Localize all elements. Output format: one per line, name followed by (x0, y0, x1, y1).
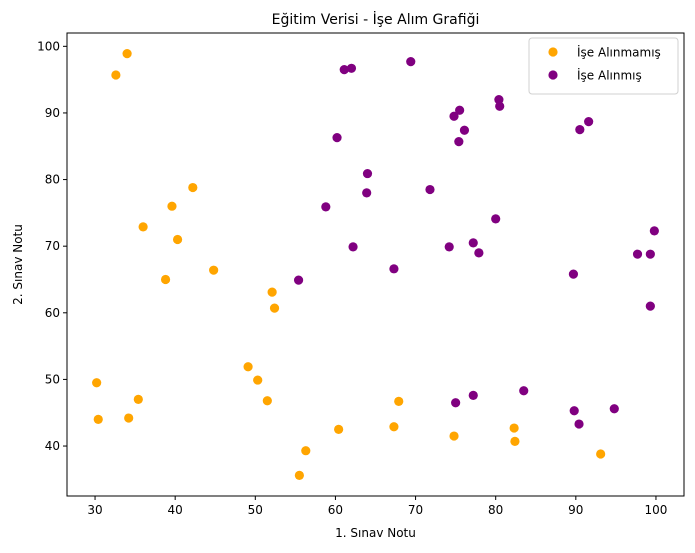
data-point (346, 63, 357, 73)
data-point (645, 249, 655, 259)
data-point (362, 188, 372, 198)
series-2 (293, 57, 659, 429)
data-point (348, 242, 358, 252)
data-point (339, 65, 349, 75)
data-point (138, 222, 148, 232)
data-point (596, 449, 606, 459)
data-point (111, 70, 121, 80)
data-point (569, 406, 579, 416)
data-point (394, 396, 404, 407)
x-tick-label: 40 (168, 503, 183, 517)
legend-box (528, 37, 679, 95)
y-tick-label: 100 (37, 39, 60, 53)
data-point (568, 269, 579, 279)
x-tick-label: 90 (568, 503, 583, 517)
data-point (574, 419, 584, 429)
x-tick-label: 60 (328, 503, 343, 517)
x-tick-label: 50 (248, 503, 263, 517)
y-tick-label: 60 (45, 306, 60, 320)
data-point (188, 182, 198, 193)
data-point (301, 446, 311, 456)
data-point (519, 386, 529, 396)
data-point (172, 234, 183, 245)
x-axis: 30 40 50 60 70 80 90 100 (87, 496, 667, 517)
data-point (645, 301, 655, 311)
data-point (124, 413, 134, 423)
data-point (509, 423, 519, 433)
data-point (389, 422, 399, 432)
y-tick-label: 70 (45, 239, 60, 253)
data-point (468, 390, 478, 401)
legend-label: İşe Alınmamış (577, 45, 661, 60)
data-point (584, 117, 594, 127)
legend-marker (548, 70, 558, 80)
data-point (510, 436, 520, 446)
data-point (160, 274, 171, 285)
data-point (269, 303, 280, 313)
data-point (209, 265, 219, 275)
data-point (267, 287, 277, 297)
data-point (253, 375, 263, 385)
legend-label: İşe Alınmış (577, 68, 642, 83)
data-point (332, 132, 342, 143)
data-point (451, 398, 461, 408)
y-tick-label: 50 (45, 372, 60, 386)
data-point (468, 238, 478, 248)
data-point (334, 424, 344, 434)
y-tick-label: 80 (45, 173, 60, 187)
data-point (495, 101, 505, 111)
data-point (575, 124, 585, 135)
data-points (92, 49, 659, 480)
data-point (454, 136, 464, 147)
y-axis-label: 2. Sınav Notu (11, 224, 25, 305)
data-point (449, 431, 459, 441)
data-point (122, 49, 132, 59)
data-point (389, 264, 399, 274)
y-tick-label: 40 (45, 439, 60, 453)
data-point (425, 184, 435, 195)
data-point (92, 378, 102, 388)
data-point (449, 111, 459, 121)
x-tick-label: 80 (488, 503, 503, 517)
legend: İşe Alınmamış İşe Alınmış (528, 37, 679, 95)
data-point (609, 404, 619, 414)
data-point (459, 125, 470, 135)
x-axis-label: 1. Sınav Notu (335, 526, 416, 540)
data-point (444, 242, 454, 252)
plot-frame (66, 32, 685, 497)
data-point (243, 362, 253, 372)
chart-title: Eğitim Verisi - İşe Alım Grafiği (272, 10, 480, 28)
data-point (262, 396, 272, 406)
data-point (649, 226, 659, 236)
y-tick-label: 90 (45, 106, 60, 120)
y-axis: 40 50 60 70 80 90 100 (37, 39, 67, 453)
data-point (293, 275, 304, 285)
data-point (321, 202, 331, 212)
data-point (474, 248, 484, 258)
data-point (455, 105, 465, 115)
data-point (632, 249, 643, 259)
data-point (167, 201, 177, 211)
data-point (494, 95, 504, 105)
x-tick-label: 100 (645, 503, 668, 517)
legend-marker (548, 47, 558, 57)
data-point (406, 57, 416, 67)
series-1 (92, 49, 606, 480)
x-tick-label: 70 (408, 503, 423, 517)
data-point (362, 168, 373, 179)
x-tick-label: 30 (87, 503, 102, 517)
data-point (93, 414, 103, 424)
data-point (294, 470, 304, 480)
data-point (491, 214, 501, 224)
data-point (133, 394, 143, 405)
